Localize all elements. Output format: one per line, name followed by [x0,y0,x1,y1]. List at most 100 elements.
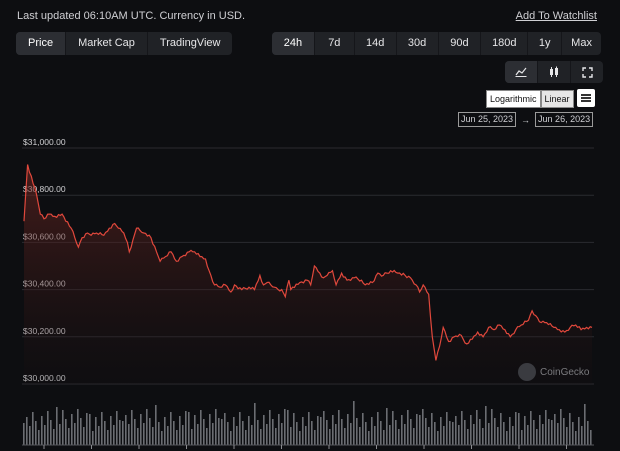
volume-bar [56,407,58,445]
volume-bar [38,430,40,445]
volume-bar [158,422,160,445]
volume-bar [491,409,493,445]
volume-bar [350,423,352,445]
volume-bar [518,413,520,445]
volume-bar [32,412,34,445]
volume-bar [257,420,259,445]
volume-bar [413,428,415,445]
volume-bar [326,420,328,445]
volume-bar [254,403,256,445]
volume-bar [323,411,325,445]
volume-bar [344,428,346,445]
chart-type-buttons [505,61,603,83]
range-tab-1y[interactable]: 1y [527,32,561,55]
volume-bar [377,412,379,445]
line-chart-icon[interactable] [505,61,537,83]
volume-bar [134,419,136,445]
volume-bar [527,425,529,445]
volume-bar [581,426,583,445]
volume-bar [41,416,43,445]
volume-bar [248,416,250,445]
volume-bar [371,417,373,445]
volume-bar [530,411,532,445]
view-tabs: Price Market Cap TradingView [16,32,233,55]
date-to-input[interactable]: Jun 26, 2023 [535,112,594,127]
volume-bar [482,428,484,445]
volume-bar [287,410,289,445]
fullscreen-icon[interactable] [570,61,603,83]
volume-bar [578,417,580,445]
volume-bar [365,422,367,445]
volume-bar [152,427,154,445]
volume-bar [419,415,421,445]
range-tab-24h[interactable]: 24h [272,32,314,55]
range-tab-30d[interactable]: 30d [395,32,438,55]
volume-bar [554,414,556,445]
tab-tradingview[interactable]: TradingView [146,32,233,55]
volume-bar [242,421,244,445]
volume-bar [278,414,280,445]
volume-bar [272,419,274,445]
volume-bar [107,430,109,445]
volume-bar [188,412,190,445]
coingecko-logo-icon [518,363,536,381]
tab-price[interactable]: Price [16,32,66,55]
volume-bar [503,422,505,445]
price-area-fill [24,164,592,384]
volume-bar [149,418,151,445]
volume-bar [452,422,454,445]
volume-bar [212,423,214,445]
volume-bar [218,418,220,445]
add-to-watchlist-link[interactable]: Add To Watchlist [515,10,597,22]
volume-bar [461,411,463,445]
volume-bar [443,426,445,445]
range-tab-max[interactable]: Max [561,32,601,55]
volume-bar [332,415,334,445]
y-tick-label: $31,000.00 [23,137,66,147]
volume-bar [509,417,511,445]
volume-bar [440,417,442,445]
volume-bar [50,420,52,445]
range-tab-14d[interactable]: 14d [353,32,396,55]
candlestick-icon[interactable] [537,61,570,83]
volume-bar [404,424,406,445]
volume-bar [47,411,49,445]
volume-bar [95,417,97,445]
volume-bar [233,417,235,445]
volume-bar [182,425,184,445]
volume-bar [308,412,310,445]
volume-bar [122,421,124,445]
volume-bar [101,412,103,445]
volume-bar [356,418,358,445]
volume-bar [383,430,385,445]
volume-bar [185,411,187,445]
volume-bar [458,425,460,445]
volume-bar [59,424,61,445]
volume-bar [194,415,196,445]
volume-bar [311,421,313,445]
volume-bar [35,421,37,445]
range-tab-180d[interactable]: 180d [480,32,527,55]
volume-bar [119,420,121,445]
volume-bar [302,417,304,445]
volume-bar [536,429,538,445]
range-tab-7d[interactable]: 7d [313,32,354,55]
volume-bar [524,416,526,445]
tab-market-cap[interactable]: Market Cap [65,32,147,55]
scale-toggle: Logarithmic Linear [486,90,574,108]
date-from-input[interactable]: Jun 25, 2023 [458,112,517,127]
volume-bar [437,431,439,445]
volume-bar [53,429,55,445]
volume-bar [545,410,547,445]
volume-bar [590,430,592,445]
volume-bar [143,423,145,445]
volume-bar [353,401,355,445]
volume-bar [569,413,571,445]
volume-bar [71,414,73,445]
volume-bar [341,419,343,445]
linear-button[interactable]: Linear [540,90,574,108]
logarithmic-button[interactable]: Logarithmic [486,90,541,108]
range-tab-90d[interactable]: 90d [437,32,481,55]
hamburger-menu-icon[interactable] [577,89,595,107]
